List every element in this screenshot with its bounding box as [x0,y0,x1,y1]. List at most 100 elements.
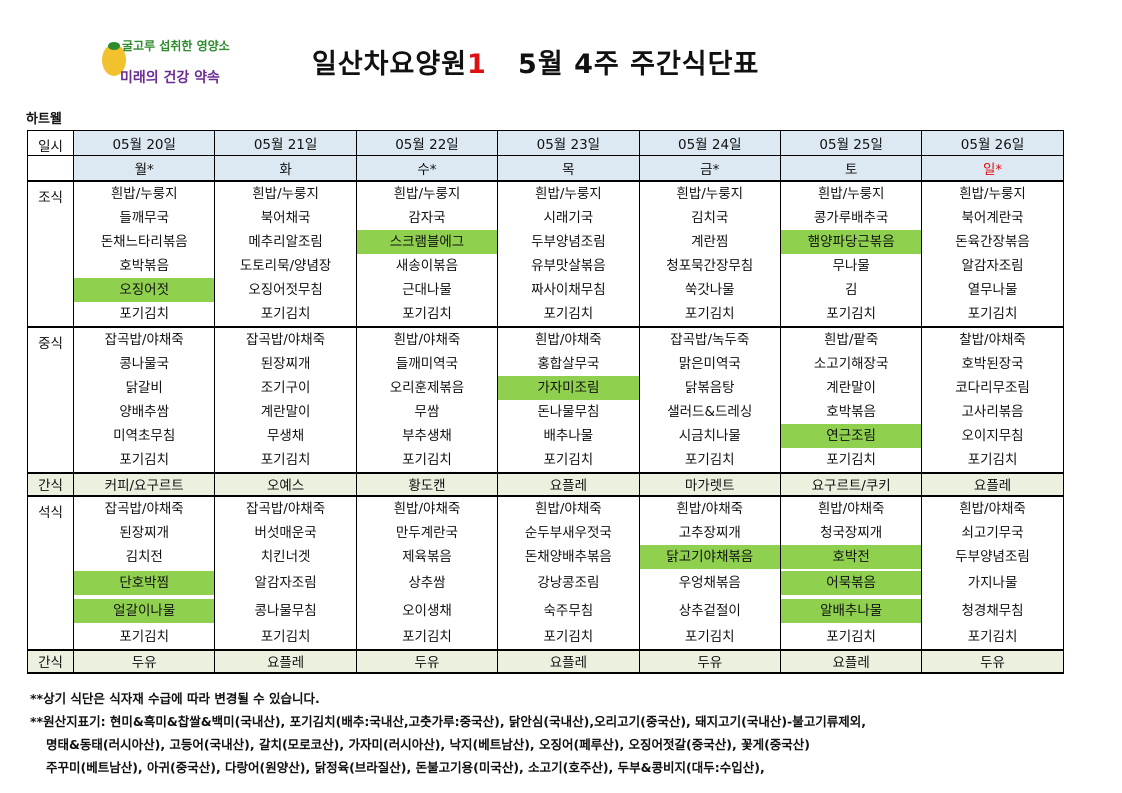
menu-item-cell: 콩가루배추국 [779,205,923,230]
date-cell: 05월 23일 [497,130,640,156]
menu-item: 홍합살무국 [537,355,600,372]
menu-item: 호박볶음 [826,403,876,420]
menu-item-cell: 만두계란국 [355,520,499,545]
menu-item: 포기김치 [826,628,876,645]
menu-item: 메추리알조림 [248,233,323,250]
menu-item-cell: 흰밥/누룽지 [214,179,357,206]
menu-item-cell: 양배추쌈 [72,399,216,424]
menu-item-cell: 포기김치 [921,301,1064,328]
menu-item-highlighted: 알배추나물 [781,598,921,623]
menu-item: 포기김치 [684,305,735,322]
menu-item-cell: 포기김치 [921,624,1064,651]
menu-item-cell: 포기김치 [779,447,923,474]
title-suffix: 5월 4주 주간식단표 [518,49,760,80]
snack-item: 두유 [355,648,499,674]
snack-item: 커피/요구르트 [72,471,216,497]
menu-row: 포기김치 포기김치 포기김치 포기김치 포기김치 포기김치 포기김치 [28,447,1064,474]
snack-item: 마가렛트 [638,471,781,497]
menu-item-cell: 배추나물 [497,423,640,448]
menu-item-cell: 샐러드&드레싱 [638,399,781,424]
menu-row: 된장찌개 버섯매운국 만두계란국 순두부새우젓국 고추장찌개 청국장찌개 쇠고기무국 [28,520,1064,545]
menu-item: 포기김치 [684,628,735,645]
facility-subheader: 하트웰 [26,112,62,127]
menu-item-cell: 열무나물 [921,277,1064,302]
menu-item-cell: 된장찌개 [72,520,216,545]
menu-item-cell: 햄양파당근볶음 [779,229,923,254]
menu-item: 포기김치 [967,628,1018,645]
menu-item: 감자국 [408,209,446,226]
menu-item: 오이생채 [402,602,452,619]
menu-item-cell: 흰밥/누룽지 [497,179,640,206]
menu-item: 포기김치 [967,305,1018,322]
snack-item: 두유 [72,648,216,674]
date-cell: 05월 26일 [921,130,1064,156]
menu-item: 돈나물무침 [537,403,600,420]
menu-item-cell: 흰밥/팥죽 [779,325,923,352]
menu-item: 포기김치 [260,451,311,468]
menu-item-cell: 두부양념조림 [921,544,1064,569]
menu-item: 가지나물 [967,574,1018,591]
menu-item-cell: 무생채 [214,423,357,448]
menu-item: 잡곡밥/야채죽 [104,331,184,348]
menu-item-cell: 감자국 [355,205,499,230]
menu-item-cell: 청국장찌개 [779,520,923,545]
menu-item: 잡곡밥/야채죽 [246,500,326,517]
note-origin-3: 주꾸미(베트남산), 아귀(중국산), 다랑어(원양산), 닭정육(브라질산),… [46,760,765,775]
weekday-cell: 목 [497,155,640,181]
menu-item: 흰밥/야채죽 [817,500,885,517]
menu-item-cell: 들깨미역국 [355,351,499,376]
snack-item: 요플레 [779,648,923,674]
date-cell: 05월 25일 [779,130,923,156]
menu-item: 김치국 [691,209,729,226]
menu-item-cell: 포기김치 [72,447,216,474]
menu-item-cell: 닭볶음탕 [638,375,781,400]
menu-item: 포기김치 [543,628,594,645]
menu-item-cell: 호박볶음 [779,399,923,424]
menu-item-cell: 포기김치 [72,301,216,328]
menu-item: 오이지무침 [961,427,1024,444]
menu-item-cell: 닭갈비 [72,375,216,400]
menu-item-cell: 돈나물무침 [497,399,640,424]
menu-item: 찰밥/야채죽 [959,331,1026,348]
menu-item: 짜사이채무침 [531,281,606,298]
menu-item-cell: 연근조림 [779,423,923,448]
menu-row: 중식 잡곡밥/야채죽 잡곡밥/야채죽 흰밥/야채죽 흰밥/야채죽 잡곡밥/녹두죽 흰밥/팥죽… [27,325,1064,473]
menu-item: 유부맛살볶음 [531,257,606,274]
meal-label: 중식 [27,325,74,473]
note-change-notice: **상기 식단은 식자재 수급에 따라 변경될 수 있습니다. [30,691,320,706]
menu-item-cell: 포기김치 [638,447,781,474]
menu-item-cell: 들깨무국 [72,205,216,230]
menu-item: 쇠고기무국 [961,524,1024,541]
menu-item: 흰밥/팥죽 [824,331,879,348]
menu-item-highlighted: 닭고기야채볶음 [640,544,780,569]
weekday-cell: 월* [72,155,216,181]
menu-item: 양배추쌈 [119,403,170,420]
snack-item: 요플레 [497,648,640,674]
menu-item-cell: 김치전 [72,544,216,569]
menu-item: 도토리묵/양념장 [239,257,332,274]
menu-item: 상추쌈 [408,574,446,591]
menu-item-cell: 포기김치 [355,301,499,328]
menu-item: 버섯매운국 [254,524,317,541]
menu-item: 흰밥/야채죽 [959,500,1026,517]
menu-item-cell: 오이생채 [355,596,499,625]
menu-item-cell: 잡곡밥/야채죽 [214,325,357,352]
menu-item: 고추장찌개 [678,524,741,541]
weekday-cell: 금* [638,155,781,181]
menu-item: 돈채느타리볶음 [100,233,188,250]
menu-item-cell: 시금치나물 [638,423,781,448]
menu-item: 조기구이 [260,379,311,396]
date-cell: 05월 24일 [638,130,781,156]
menu-item-cell: 북어계란국 [921,205,1064,230]
snack-item: 요플레 [214,648,357,674]
menu-item: 알감자조림 [254,574,317,591]
menu-item-cell: 포기김치 [214,301,357,328]
menu-item-cell: 쑥갓나물 [638,277,781,302]
logo-line1: 굴고루 섭취한 영양소 [122,38,230,53]
menu-row: 단호박찜 알감자조림 상추쌈 강낭콩조림 우엉채볶음 어묵볶음 가지나물 [28,568,1064,597]
menu-item-cell: 무쌈 [355,399,499,424]
menu-item: 포기김치 [260,305,311,322]
menu-item-cell: 계란찜 [638,229,781,254]
menu-item: 새송이볶음 [395,257,459,274]
snack-item: 황도캔 [355,471,499,497]
